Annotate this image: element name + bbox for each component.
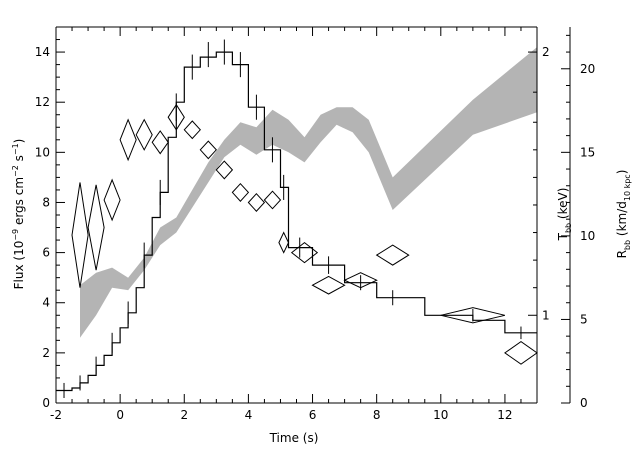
temperature-diamond-11: [247, 192, 266, 212]
y-right-t-title-sub: bb: [564, 223, 573, 233]
y-left-tick-label: 0: [42, 396, 50, 410]
y-left-tick-label: 10: [35, 145, 50, 159]
x-axis-title: Time (s): [269, 431, 319, 445]
y-right-t-axis-title: Tbb (keV): [556, 188, 573, 242]
temperature-diamond-14: [290, 241, 319, 264]
y-right-t-tick-label: 1: [542, 308, 550, 322]
y-left-tick-label: 2: [42, 346, 50, 360]
y-right-t-tick-label: 2: [542, 45, 550, 59]
x-tick-label: 12: [497, 408, 512, 422]
x-tick-label: -2: [50, 408, 62, 422]
temperature-diamond-16: [343, 272, 378, 289]
temperature-diamond-5: [151, 130, 169, 155]
y-right-r-tick-label: 15: [580, 145, 595, 159]
y-left-axis-title: Flux (10−9 ergs cm−2 s−1): [11, 139, 26, 290]
y-left-title-exp3: −1: [11, 143, 20, 155]
x-tick-label: 10: [433, 408, 448, 422]
temperature-diamond-12: [263, 190, 282, 210]
y-right-r-tick-label: 5: [580, 312, 588, 326]
x-tick-label: 8: [373, 408, 381, 422]
y-left-tick-label: 14: [35, 45, 50, 59]
radius-band: [80, 47, 537, 338]
y-right-r-title-end: ): [615, 170, 629, 175]
x-tick-label: 4: [245, 408, 253, 422]
temperature-diamond-19: [504, 340, 538, 365]
y-right-t-title-end: (keV): [556, 188, 570, 223]
temperature-diamond-1: [87, 184, 105, 271]
y-left-title-exp2: −2: [11, 165, 20, 177]
temperature-diamond-7: [183, 120, 201, 140]
temperature-diamond-17: [375, 244, 410, 266]
y-left-title-exp1: −9: [11, 229, 20, 241]
flux-step-line: [56, 51, 537, 392]
y-left-tick-label: 8: [42, 195, 50, 209]
y-left-title-main: Flux (10: [12, 241, 26, 290]
temperature-diamond-8: [199, 140, 217, 160]
temperature-diamond-15: [311, 275, 346, 295]
y-left-title-mid: ergs cm: [12, 177, 26, 229]
x-tick-label: 2: [180, 408, 188, 422]
y-left-title-end: ): [12, 139, 26, 144]
y-right-r-title-sub: bb: [623, 240, 632, 250]
temperature-diamond-18: [440, 307, 506, 324]
y-left-tick-label: 6: [42, 246, 50, 260]
temperature-diamond-9: [215, 160, 234, 180]
y-left-tick-label: 12: [35, 95, 50, 109]
y-right-r-title-sub2: 10 kpc: [623, 174, 632, 201]
temperature-diamond-6: [167, 103, 185, 131]
y-right-r-axis-title: Rbb (km/d10 kpc): [615, 170, 632, 259]
temperature-diamond-layer: [71, 103, 538, 365]
flux-step-layer: [56, 51, 537, 392]
y-right-r-tick-label: 10: [580, 229, 595, 243]
temperature-diamond-3: [119, 118, 137, 162]
y-right-t-title-main: T: [556, 232, 570, 241]
y-right-r-tick-label: 20: [580, 62, 595, 76]
y-right-r-tick-label: 0: [580, 396, 588, 410]
temperature-diamond-10: [231, 182, 250, 202]
radius-band-layer: [80, 47, 537, 338]
y-right-r-title-main: R: [615, 250, 629, 258]
temperature-diamond-2: [103, 178, 121, 222]
y-right-r-title-mid: (km/d: [615, 201, 629, 240]
flux-error-layer: [63, 39, 522, 398]
y-left-title-mid2: s: [12, 155, 26, 165]
y-left-tick-label: 4: [42, 296, 50, 310]
temperature-diamond-4: [135, 118, 153, 151]
temperature-diamond-0: [71, 182, 89, 288]
x-tick-label: 6: [309, 408, 317, 422]
x-tick-label: 0: [116, 408, 124, 422]
temperature-diamond-13: [278, 231, 290, 254]
